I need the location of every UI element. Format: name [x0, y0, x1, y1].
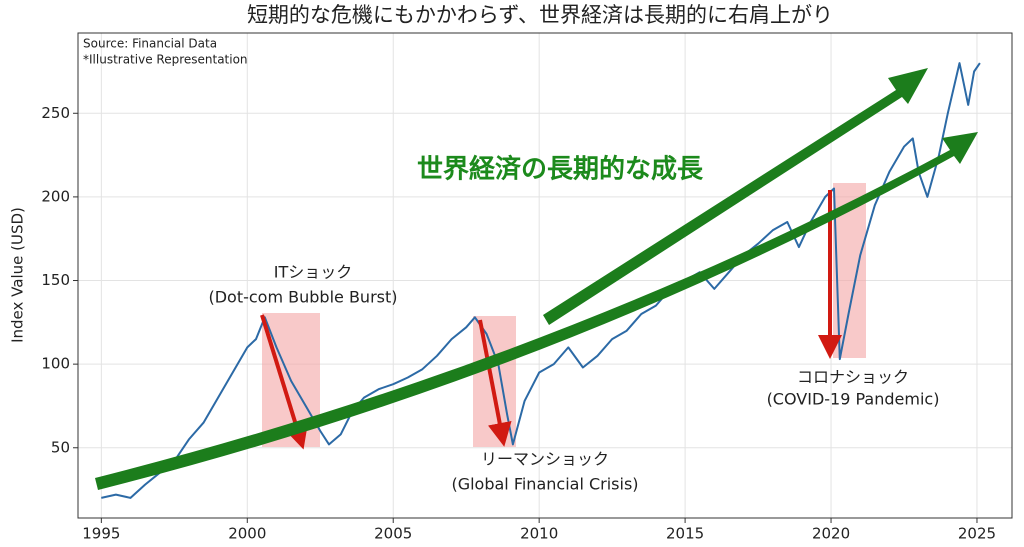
annotation: (Dot-com Bubble Burst): [208, 288, 397, 307]
plot-frame: [77, 32, 1013, 519]
x-tick-label: 2015: [666, 525, 704, 543]
growth-arrow: [543, 68, 928, 325]
x-tick-label: 2005: [374, 525, 412, 543]
annotation: コロナショック: [797, 368, 909, 387]
x-tick-label: 2010: [520, 525, 558, 543]
annotation: リーマンショック: [481, 450, 609, 469]
x-tick-label: 2000: [228, 525, 266, 543]
x-tick-label: 2020: [812, 525, 850, 543]
y-axis-label: Index Value (USD): [9, 207, 27, 343]
crash-arrow: [260, 314, 308, 450]
series-line: [101, 62, 981, 499]
chart-title: 短期的な危機にもかかわらず、世界経済は長期的に右肩上がり: [247, 3, 833, 27]
crash-arrow: [478, 319, 512, 447]
annotation: ITショック: [274, 263, 353, 282]
headline: 世界経済の長期的な成長: [417, 154, 704, 185]
y-tick-label: 100: [41, 355, 70, 373]
note: *Illustrative Representation: [83, 53, 248, 67]
source: Source: Financial Data: [83, 37, 217, 51]
y-tick-label: 50: [51, 438, 70, 456]
y-tick-label: 200: [41, 187, 70, 205]
x-tick-label: 1995: [82, 525, 120, 543]
x-tick-label: 2025: [958, 525, 996, 543]
y-tick-label: 150: [41, 271, 70, 289]
annotation: (Global Financial Crisis): [451, 475, 638, 494]
annotation: (COVID-19 Pandemic): [767, 390, 940, 409]
y-tick-label: 250: [41, 104, 70, 122]
